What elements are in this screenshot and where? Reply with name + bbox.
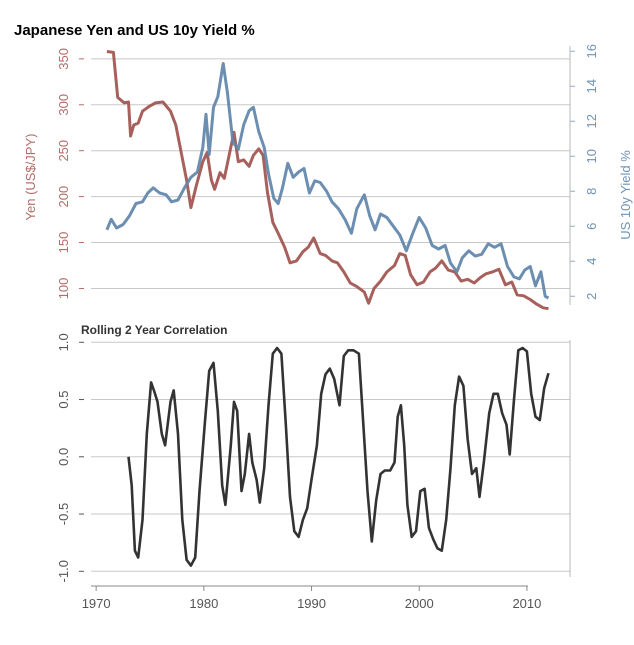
x-axis-ticks: 1970 1980 1990 2000 2010: [82, 586, 541, 611]
x-axis: 1970 1980 1990 2000 2010: [82, 585, 541, 611]
right-axis-label: US 10y Yield %: [618, 150, 633, 240]
left-axis-label: Yen (US$/JPY): [23, 134, 38, 221]
right-tick-label: 4: [584, 258, 599, 265]
y-tick-label: 0.0: [56, 448, 71, 466]
bottom-series-lines: [127, 346, 550, 567]
yield-series-line: [105, 62, 550, 300]
x-tick-label: 2000: [405, 596, 434, 611]
x-tick-label: 1990: [297, 596, 326, 611]
y-tick-label: 1.0: [56, 333, 71, 351]
x-tick-label: 1970: [82, 596, 111, 611]
left-axis-ticks: 100 150 200 250 300 350: [56, 48, 84, 299]
bottom-panel: Rolling 2 Year Correlation -1.0 -0.5 0.0 0.…: [56, 323, 571, 611]
top-panel: Japanese Yen and US 10y Yield % 100 150 20…: [14, 22, 633, 311]
x-tick-label: 2010: [512, 596, 541, 611]
correlation-series-line: [127, 346, 550, 567]
top-series-lines: [105, 50, 550, 311]
right-tick-label: 10: [584, 149, 599, 163]
bottom-gridlines: [91, 341, 570, 572]
left-tick-label: 250: [56, 140, 71, 162]
right-tick-label: 2: [584, 293, 599, 300]
top-gridlines: [91, 58, 570, 289]
x-tick-label: 1980: [189, 596, 218, 611]
left-tick-label: 300: [56, 94, 71, 116]
right-tick-label: 16: [584, 44, 599, 58]
y-tick-label: -0.5: [56, 503, 71, 525]
left-tick-label: 150: [56, 232, 71, 254]
left-tick-label: 350: [56, 48, 71, 70]
right-tick-label: 14: [584, 79, 599, 93]
left-tick-label: 100: [56, 278, 71, 300]
subchart-title: Rolling 2 Year Correlation: [81, 323, 227, 337]
right-tick-label: 8: [584, 188, 599, 195]
bottom-y-axis-ticks: -1.0 -0.5 0.0 0.5 1.0: [56, 333, 84, 582]
yen-series-line: [106, 50, 549, 311]
y-tick-label: 0.5: [56, 390, 71, 408]
y-tick-label: -1.0: [56, 560, 71, 582]
right-axis-ticks: 2 4 6 8 10 12 14 16: [570, 44, 599, 300]
left-tick-label: 200: [56, 186, 71, 208]
right-tick-label: 12: [584, 114, 599, 128]
right-tick-label: 6: [584, 223, 599, 230]
chart-title: Japanese Yen and US 10y Yield %: [14, 22, 255, 39]
